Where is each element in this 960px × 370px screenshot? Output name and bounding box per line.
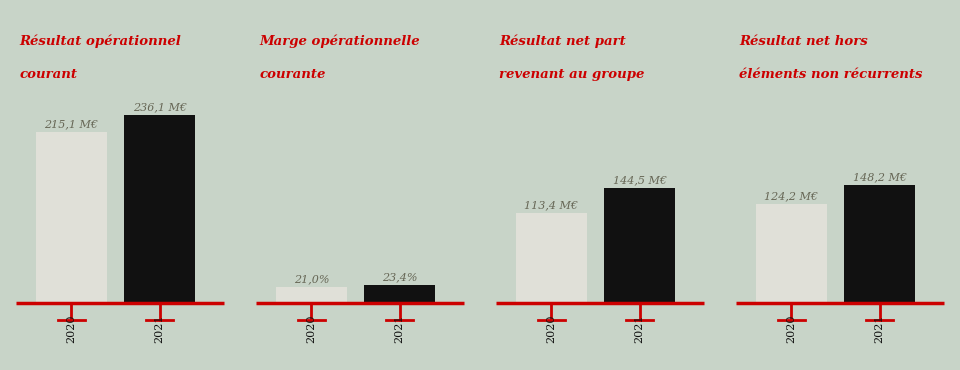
Bar [276,287,347,303]
Text: 2021: 2021 [635,314,645,343]
Bar [756,205,827,303]
Bar [36,132,107,303]
Text: 113,4 M€: 113,4 M€ [524,200,579,210]
Text: courante: courante [259,68,325,81]
Text: courant: courant [19,68,77,81]
Text: éléments non récurrents: éléments non récurrents [739,68,923,81]
Text: 2021: 2021 [875,314,885,343]
Text: revenant au groupe: revenant au groupe [499,68,644,81]
Text: 2020: 2020 [546,314,557,343]
Text: 21,0%: 21,0% [294,274,329,284]
Text: 2020: 2020 [306,314,317,343]
Text: 236,1 M€: 236,1 M€ [132,102,187,112]
Bar [365,285,435,303]
Text: 215,1 M€: 215,1 M€ [44,119,99,129]
Text: Résultat net part: Résultat net part [499,35,626,48]
Text: 2020: 2020 [786,314,797,343]
Bar [605,188,675,303]
Text: 144,5 M€: 144,5 M€ [612,175,667,185]
Bar [125,115,195,303]
Text: 23,4%: 23,4% [382,272,418,282]
Bar [516,213,587,303]
Text: 2021: 2021 [395,314,405,343]
Text: Résultat net hors: Résultat net hors [739,35,868,48]
Text: 2021: 2021 [155,314,165,343]
Text: 2020: 2020 [66,314,77,343]
Text: 124,2 M€: 124,2 M€ [764,192,819,202]
Text: 148,2 M€: 148,2 M€ [852,172,907,182]
Text: Marge opérationnelle: Marge opérationnelle [259,35,420,48]
Text: Résultat opérationnel: Résultat opérationnel [19,35,180,48]
Bar [845,185,915,303]
